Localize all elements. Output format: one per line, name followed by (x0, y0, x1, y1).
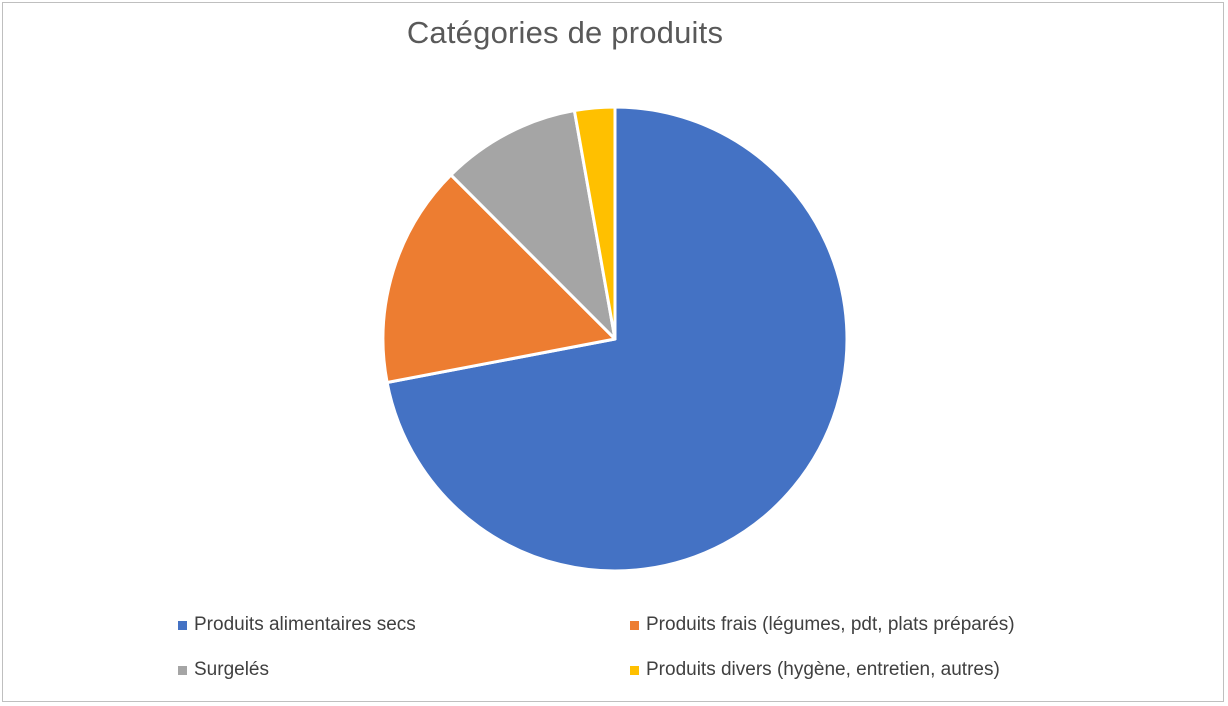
legend-label-dry-food: Produits alimentaires secs (194, 614, 416, 635)
legend-item-dry-food: Produits alimentaires secs (178, 614, 416, 636)
pie-slice-frozen (449, 109, 617, 341)
legend-item-frozen: Surgelés (178, 659, 269, 681)
legend-label-misc: Produits divers (hygène, entretien, autr… (646, 659, 1000, 680)
pie-slice-misc (572, 105, 617, 341)
legend-item-fresh: Produits frais (légumes, pdt, plats prép… (630, 614, 1015, 636)
legend-item-misc: Produits divers (hygène, entretien, autr… (630, 659, 1000, 681)
legend-swatch-misc (630, 665, 639, 675)
legend-swatch-frozen (178, 665, 187, 675)
legend-label-frozen: Surgelés (194, 659, 269, 680)
pie-slice-dry-food (385, 105, 849, 573)
chart-title: Catégories de produits (406, 15, 724, 50)
legend-swatch-dry-food (178, 620, 187, 630)
pie-slice-fresh (381, 173, 617, 384)
pie-chart (381, 105, 849, 573)
legend-swatch-fresh (630, 620, 639, 630)
legend-label-fresh: Produits frais (légumes, pdt, plats prép… (646, 614, 1015, 635)
